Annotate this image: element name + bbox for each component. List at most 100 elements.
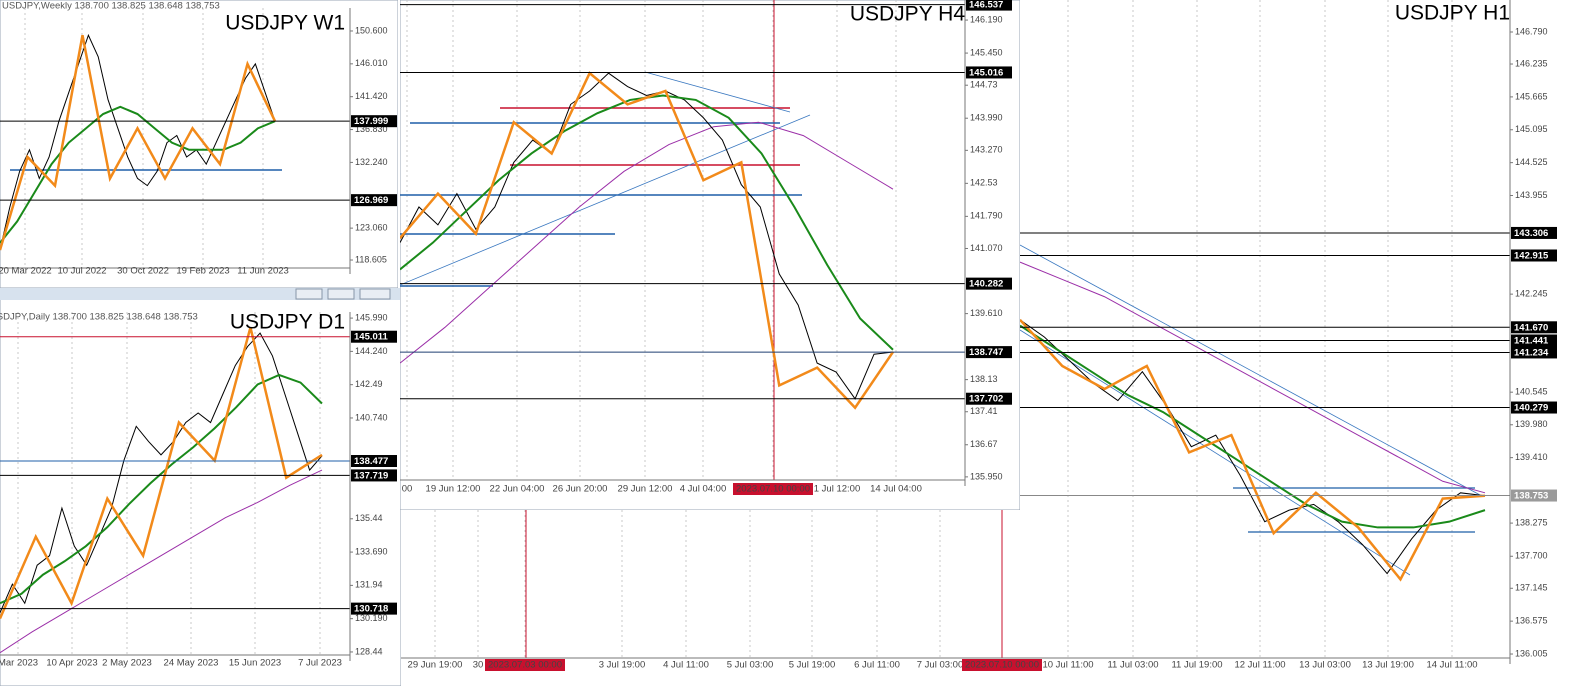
x-tick-label: 14 Jul 11:00 [1426,660,1477,671]
level-label-box [1511,249,1557,262]
level-label: 137.702 [969,394,1003,405]
y-tick-label: 133.690 [355,546,388,556]
x-tick-label: 19 Jun 12:00 [426,484,481,495]
price-line [400,71,895,410]
level-label: 137.999 [354,116,388,127]
x-tick-label: 22 Jun 04:00 [490,484,545,495]
x-tick-label: 14 Jul 04:00 [870,484,922,495]
chart-title: USDJPY H4 [850,3,965,26]
y-tick-label: 142.53 [970,178,998,188]
level-label-box [351,115,397,128]
level-label-box [1511,226,1557,239]
level-label-box [966,392,1012,405]
level-label-box [1511,401,1557,414]
y-tick-label: 137.41 [970,406,998,416]
x-tick-label: 10 Apr 2023 [46,658,97,669]
level-label: 141.670 [1514,322,1548,333]
y-tick-label: 132.240 [355,157,388,167]
x-tick-label: 2023.07.10 00:00 [736,484,810,495]
price-line [0,327,323,619]
y-tick-label: 145.095 [1515,124,1548,134]
price-line [400,72,894,400]
y-tick-label: 137.145 [1515,583,1548,593]
y-tick-label: 131.94 [355,580,383,590]
price-line [0,105,276,244]
y-tick-label: 140.545 [1515,387,1548,397]
price-line [1019,318,1486,582]
x-tick-label: 29 Jun 12:00 [618,484,673,495]
level-label-box [351,194,397,207]
close-button[interactable] [359,288,391,300]
minimize-button[interactable] [295,288,323,300]
x-tick-label: 10 Jul 2022 [57,266,106,277]
level-label: 140.282 [969,279,1003,290]
level-label: 138.753 [1514,491,1548,502]
x-tick-label: 24 May 2023 [164,658,219,669]
chart-header: JSDJPY,Daily 138.700 138.825 138.648 138… [0,312,198,323]
y-tick-label: 141.790 [970,211,1003,221]
x-tick-label: 10 Jul 11:00 [1042,660,1093,671]
d1-window: 145.990 144.240 142.49 140.740 135.44 133.690… [0,288,401,686]
level-label: 146.537 [969,0,1003,11]
level-label: 141.441 [1514,336,1549,347]
level-label-box [966,66,1012,79]
x-tick-label: 4 Jul 04:00 [680,484,726,495]
y-tick-label: 145.665 [1515,91,1548,101]
x-tick-label: 2023.07.10 00:00 [965,660,1039,671]
x-tick-label: 3 Jul 19:00 [599,660,645,671]
chart-title: USDJPY H1 [1395,2,1510,25]
level-label-box [1511,334,1557,347]
channel-line [1019,244,1481,496]
level-label: 138.477 [354,456,388,467]
price-line [1019,261,1486,494]
window-frame [0,0,398,288]
y-tick-label: 141.070 [970,243,1003,253]
x-tick-label: 30 [473,660,484,671]
y-tick-label: 146.235 [1515,58,1548,68]
level-label: 126.969 [354,195,388,206]
chart-header: USDJPY,Weekly 138.700 138.825 138.648 13… [2,1,220,12]
y-tick-label: 146.190 [970,14,1003,24]
y-tick-label: 136.005 [1515,648,1548,658]
y-tick-label: 138.13 [970,374,998,384]
level-label-box [1511,321,1557,334]
y-tick-label: 139.410 [1515,452,1548,462]
y-tick-label: 135.950 [970,471,1003,481]
x-tick-label: 7 Jul 03:00 [917,660,963,671]
y-tick-label: 141.420 [355,91,388,101]
y-tick-label: 144.525 [1515,157,1548,167]
y-tick-label: 143.990 [970,113,1003,123]
y-tick-label: 145.450 [970,47,1003,57]
x-tick-label: Mar 2023 [0,658,38,669]
y-tick-label: 144.240 [355,346,388,356]
x-tick-label: 11 Jul 19:00 [1171,660,1222,671]
cursor-date-box [485,659,565,671]
trend-line [400,114,811,286]
x-tick-label: 30 Oct 2022 [117,266,169,277]
window-frame [0,288,401,686]
maximize-button[interactable] [327,288,355,300]
y-tick-label: 143.270 [970,145,1003,155]
level-label-box [966,277,1012,290]
x-tick-label: 1 Jul 12:00 [814,484,860,495]
level-label: 145.016 [969,67,1003,78]
level-label-box [351,455,397,468]
y-tick-label: 142.245 [1515,289,1548,299]
x-tick-label: 2 May 2023 [102,658,152,669]
level-label: 130.718 [354,604,388,615]
x-tick-label: 4 Jul 11:00 [663,660,709,671]
price-line [0,469,323,654]
x-tick-label: 15 Jun 2023 [229,658,281,669]
w1-window: 150.600 146.010 141.420 136.830 132.240 123.0… [0,0,398,288]
level-label-box [351,602,397,615]
x-tick-label: 6 Jul 11:00 [854,660,900,671]
y-tick-label: 128.44 [355,646,383,656]
y-tick-label: 138.275 [1515,517,1548,527]
y-tick-label: 118.605 [355,254,387,264]
level-label-box [966,346,1012,359]
level-label-box [351,469,397,482]
x-tick-label: 12 Jul 11:00 [1234,660,1285,671]
y-tick-label: 139.980 [1515,419,1548,429]
y-tick-label: 130.190 [355,613,388,623]
